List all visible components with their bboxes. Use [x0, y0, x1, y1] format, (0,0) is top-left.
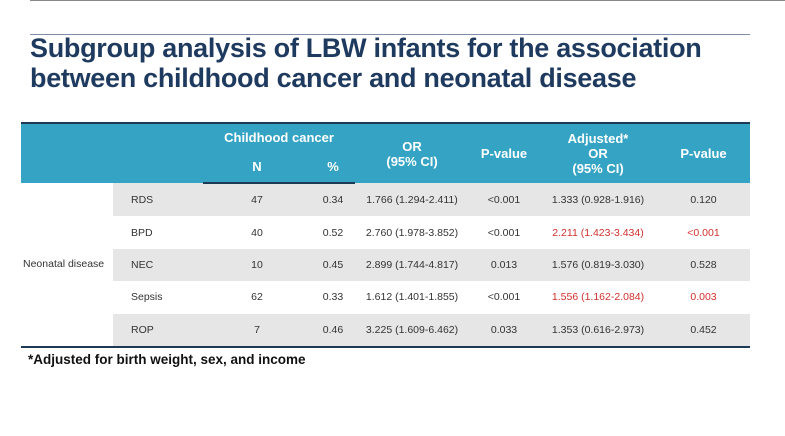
- header-blank-2: [113, 122, 203, 183]
- header-or-line2: (95% CI): [386, 153, 438, 169]
- pct-value: 0.46: [311, 313, 356, 348]
- table-row: NEC 10 0.45 2.899 (1.744-4.817) 0.013 1.…: [21, 248, 751, 282]
- disease-name: ROP: [113, 313, 203, 348]
- p-value: <0.001: [469, 183, 540, 217]
- header-pvalue: P-value: [469, 122, 540, 183]
- header-pvalue-adjusted: P-value: [657, 122, 751, 183]
- header-blank-1: [21, 122, 113, 183]
- pct-value: 0.34: [311, 183, 356, 217]
- p-value: <0.001: [487, 291, 521, 304]
- header-n: N: [203, 151, 311, 184]
- or-value: 1.766 (1.294-2.411): [355, 183, 470, 217]
- group-label: Neonatal disease: [21, 183, 113, 348]
- n-value: 62: [251, 291, 263, 304]
- disease-name: RDS: [113, 183, 203, 217]
- p-value: 0.013: [469, 248, 540, 282]
- header-or-line1: OR: [402, 138, 422, 154]
- disease-name: NEC: [113, 248, 203, 282]
- pct-value: 0.52: [322, 226, 344, 239]
- adjusted-p-value: 0.003: [690, 291, 717, 304]
- adjusted-or-value: 1.353 (0.616-2.973): [539, 313, 658, 348]
- table-row: ROP 7 0.46 3.225 (1.609-6.462) 0.033 1.3…: [21, 313, 751, 348]
- adjusted-or-value: 1.556 (1.162-2.084): [551, 291, 645, 304]
- table-row: Neonatal disease RDS 47 0.34 1.766 (1.29…: [21, 183, 751, 348]
- adjusted-p-value: 0.452: [657, 313, 751, 348]
- title-rule: [30, 34, 750, 35]
- adjusted-p-value: 0.120: [657, 183, 751, 217]
- header-childhood-cancer: Childhood cancer: [203, 122, 356, 151]
- pct-value: 0.45: [311, 248, 356, 282]
- header-adj-line3: (95% CI): [572, 161, 624, 176]
- adjusted-p-value: <0.001: [687, 226, 720, 239]
- disease-name: BPD: [131, 226, 153, 239]
- or-value: 1.612 (1.401-1.855): [365, 291, 459, 304]
- header-adjusted-or: Adjusted* OR (95% CI): [539, 122, 658, 183]
- adjusted-or-value: 1.576 (0.819-3.030): [539, 248, 658, 282]
- table-row: BPD 40 0.52 2.760 (1.978-3.852) <0.001 2…: [21, 216, 750, 248]
- disease-name: Sepsis: [131, 291, 163, 304]
- subgroup-table: Childhood cancer OR (95% CI) P-value Adj…: [21, 122, 751, 348]
- header-or: OR (95% CI): [355, 122, 470, 183]
- adjusted-p-value: 0.528: [657, 248, 751, 282]
- table-row: Sepsis 62 0.33 1.612 (1.401-1.855) <0.00…: [21, 281, 750, 313]
- top-rule: [30, 0, 785, 1]
- pct-value: 0.33: [322, 291, 344, 304]
- n-value: 47: [203, 183, 311, 217]
- p-value: <0.001: [487, 226, 521, 239]
- footnote: *Adjusted for birth weight, sex, and inc…: [28, 352, 306, 367]
- or-value: 2.899 (1.744-4.817): [355, 248, 470, 282]
- p-value: 0.033: [469, 313, 540, 348]
- slide-title: Subgroup analysis of LBW infants for the…: [30, 33, 702, 93]
- n-value: 40: [251, 226, 263, 239]
- or-value: 3.225 (1.609-6.462): [355, 313, 470, 348]
- adjusted-or-value: 2.211 (1.423-3.434): [552, 226, 644, 239]
- n-value: 7: [203, 313, 311, 348]
- n-value: 10: [203, 248, 311, 282]
- header-adj-line2: OR: [588, 146, 608, 161]
- header-pct: %: [311, 151, 356, 184]
- or-value: 2.760 (1.978-3.852): [365, 226, 459, 239]
- header-adj-line1: Adjusted*: [567, 131, 629, 146]
- adjusted-or-value: 1.333 (0.928-1.916): [539, 183, 658, 217]
